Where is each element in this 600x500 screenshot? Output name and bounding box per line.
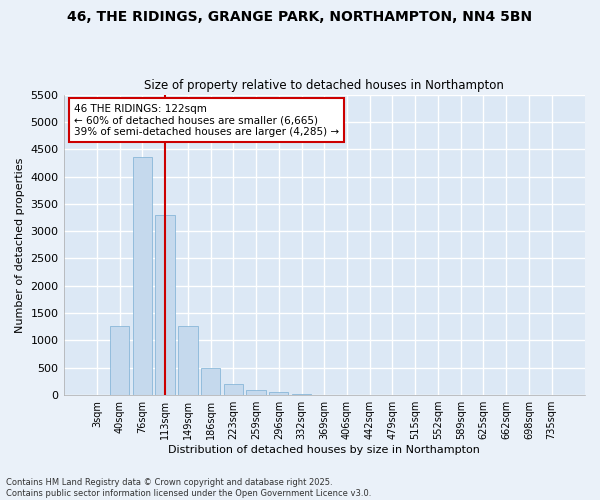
Text: 46 THE RIDINGS: 122sqm
← 60% of detached houses are smaller (6,665)
39% of semi-: 46 THE RIDINGS: 122sqm ← 60% of detached… [74,104,339,137]
Bar [292,394,311,395]
Bar [247,390,266,395]
Bar [269,392,289,395]
Bar [110,326,130,395]
X-axis label: Distribution of detached houses by size in Northampton: Distribution of detached houses by size … [169,445,480,455]
Bar [133,158,152,395]
Title: Size of property relative to detached houses in Northampton: Size of property relative to detached ho… [145,79,504,92]
Bar [178,326,197,395]
Y-axis label: Number of detached properties: Number of detached properties [15,157,25,332]
Bar [201,368,220,395]
Bar [155,215,175,395]
Bar [314,394,334,395]
Bar [224,384,243,395]
Text: Contains HM Land Registry data © Crown copyright and database right 2025.
Contai: Contains HM Land Registry data © Crown c… [6,478,371,498]
Text: 46, THE RIDINGS, GRANGE PARK, NORTHAMPTON, NN4 5BN: 46, THE RIDINGS, GRANGE PARK, NORTHAMPTO… [67,10,533,24]
